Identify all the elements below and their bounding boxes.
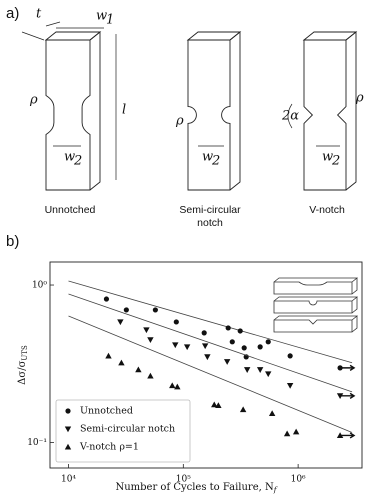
specimens	[44, 31, 358, 191]
symbol: 2	[211, 154, 220, 169]
caption: Semi-circular	[179, 204, 241, 216]
angle-arc	[287, 103, 293, 129]
marker	[211, 401, 218, 408]
marker	[201, 330, 207, 336]
marker	[265, 371, 272, 378]
marker	[265, 339, 271, 345]
inset-specimen	[273, 296, 359, 314]
marker	[117, 319, 124, 326]
chart: 10⁴ 10⁵ 10⁶ 10⁻¹ 10⁰	[27, 280, 356, 485]
marker	[64, 426, 72, 433]
symbol: 2α	[281, 109, 299, 124]
y-axis-label-sub: UTS	[21, 345, 29, 361]
caption: notch	[197, 217, 223, 229]
symbol: w	[64, 150, 75, 165]
symbol: 2	[73, 154, 82, 169]
legend-label: Semi-circular notch	[80, 424, 175, 435]
marker	[135, 366, 142, 373]
legend-label: Unnotched	[80, 406, 133, 417]
symbol: w	[202, 150, 213, 165]
legend-label: V-notch ρ=1	[79, 442, 139, 453]
runout-arrow	[340, 392, 356, 399]
inset	[273, 277, 359, 333]
x-tick-label: 10⁴	[61, 475, 76, 485]
dimension-line	[45, 21, 61, 27]
symbol: w	[322, 150, 333, 165]
marker	[283, 430, 291, 437]
inset-specimen	[273, 277, 359, 295]
marker	[204, 354, 211, 361]
marker	[174, 383, 181, 390]
x-axis-label-text: Number of Cycles to Failure, N	[115, 482, 274, 493]
marker	[169, 382, 176, 389]
caption: V-notch	[309, 204, 345, 216]
marker	[229, 339, 235, 345]
symbol: ρ	[355, 91, 364, 106]
y-tick-label: 10⁰	[32, 281, 47, 291]
marker	[336, 432, 344, 439]
dimension-lines	[21, 21, 340, 180]
marker	[147, 372, 154, 379]
specimen-side	[89, 31, 101, 191]
legend-box	[55, 399, 191, 463]
symbol: 2	[331, 154, 340, 169]
fit-line	[68, 280, 353, 364]
inset-specimen	[273, 315, 359, 333]
marker	[256, 367, 264, 373]
fit-line	[68, 315, 353, 433]
plot-frame	[49, 261, 363, 469]
caption: Unnotched	[45, 204, 96, 216]
marker	[268, 410, 276, 417]
marker	[241, 345, 247, 351]
runout-arrow	[340, 364, 356, 371]
specimen-side	[229, 31, 241, 191]
marker	[103, 296, 110, 302]
symbol: w	[96, 9, 107, 24]
marker	[237, 328, 243, 334]
y-axis-label: Δσ/σUTS	[17, 345, 30, 385]
marker	[143, 327, 150, 334]
marker	[239, 406, 247, 413]
marker	[105, 352, 112, 359]
x-tick-label: 10⁵	[176, 475, 191, 485]
legend: Unnotched Semi-circular notch V-notch ρ=1	[64, 406, 175, 453]
marker	[287, 353, 293, 359]
marker	[215, 402, 222, 409]
marker	[183, 344, 191, 351]
marker	[336, 393, 344, 400]
panel-label: a)	[6, 5, 19, 22]
y-tick-label: 10⁻¹	[27, 438, 47, 448]
marker	[225, 325, 231, 331]
marker	[123, 307, 129, 313]
x-axis-label-sub: f	[273, 485, 278, 494]
panel-label: b)	[6, 233, 19, 250]
marker	[65, 408, 71, 414]
marker	[201, 343, 209, 350]
marker	[147, 337, 154, 344]
specimen-side	[345, 31, 357, 191]
symbol: 1	[106, 13, 114, 28]
marker	[152, 307, 158, 313]
marker	[292, 428, 300, 435]
marker	[172, 342, 179, 349]
symbol: ρ	[175, 114, 184, 129]
y-axis-label-text: Δσ/σ	[17, 360, 28, 384]
marker	[118, 359, 125, 366]
x-axis-label: Number of Cycles to Failure, Nf	[115, 482, 277, 495]
dimension-line	[21, 31, 45, 41]
runout-arrow	[340, 432, 356, 439]
symbol: l	[122, 103, 126, 118]
marker	[223, 359, 231, 365]
marker	[257, 344, 263, 350]
marker	[173, 319, 179, 325]
x-tick-label: 10⁶	[291, 475, 306, 485]
marker	[64, 443, 72, 450]
fit-line	[68, 293, 353, 393]
marker	[243, 367, 251, 373]
symbol: ρ	[29, 93, 38, 108]
marker	[286, 383, 294, 389]
symbol: t	[36, 7, 42, 22]
